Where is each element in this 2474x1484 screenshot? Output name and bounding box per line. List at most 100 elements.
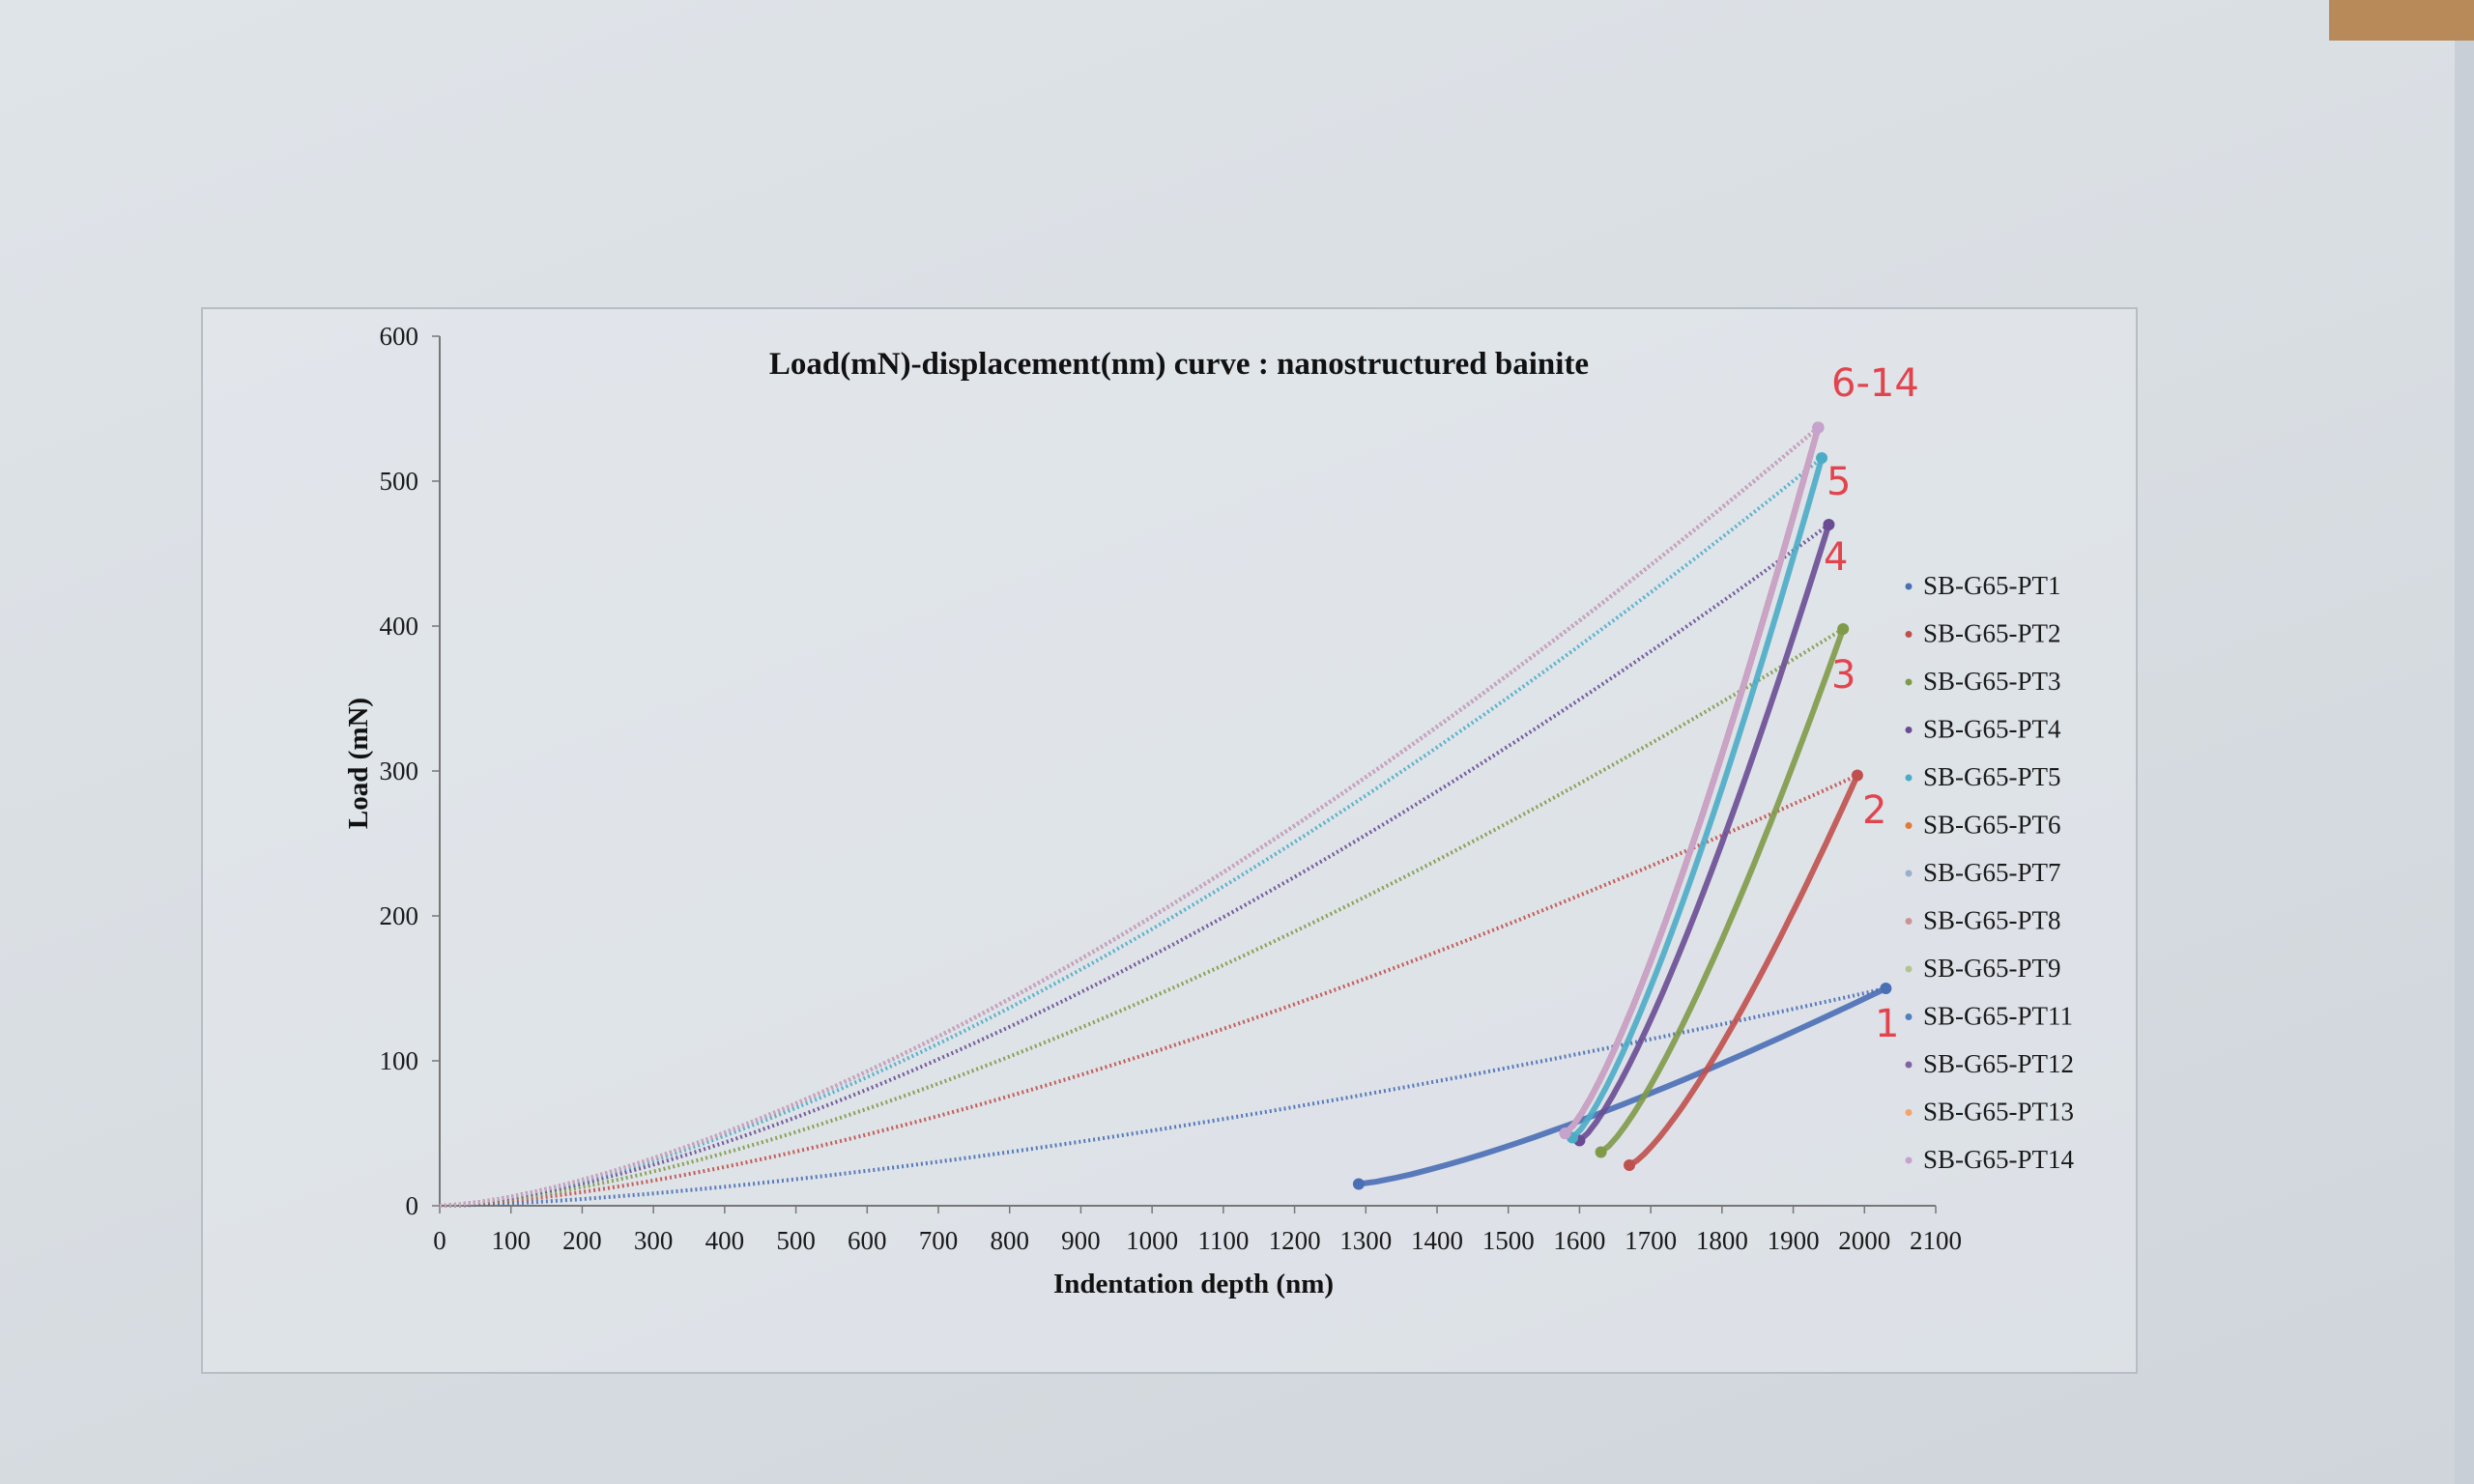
max-load-point xyxy=(1823,519,1835,530)
unloading-curve xyxy=(1563,426,1822,1136)
x-tick-label: 1200 xyxy=(1269,1226,1321,1255)
x-tick-label: 500 xyxy=(776,1226,816,1255)
x-tick-label: 1100 xyxy=(1197,1226,1249,1255)
unloading-curve xyxy=(1627,774,1860,1168)
desk-corner xyxy=(2329,0,2474,41)
x-tick-label: 1300 xyxy=(1339,1226,1392,1255)
legend-item: SB-G65-PT7 xyxy=(1905,858,2061,887)
legend-item: SB-G65-PT1 xyxy=(1905,571,2061,600)
legend-marker xyxy=(1905,870,1913,877)
x-tick-label: 100 xyxy=(491,1226,531,1255)
chart-curves xyxy=(439,421,1892,1208)
unloading-curve xyxy=(1598,627,1847,1155)
legend-label: SB-G65-PT13 xyxy=(1923,1098,2074,1127)
y-axis-title: Load (mN) xyxy=(343,698,374,829)
legend-marker xyxy=(1905,678,1913,686)
legend-item: SB-G65-PT2 xyxy=(1905,619,2061,648)
loading-curve xyxy=(439,773,1858,1208)
x-tick-label: 1900 xyxy=(1768,1226,1820,1255)
unloading-curve xyxy=(1563,426,1822,1136)
legend-label: SB-G65-PT14 xyxy=(1923,1145,2075,1174)
legend-item: SB-G65-PT5 xyxy=(1905,762,2061,791)
legend-item: SB-G65-PT11 xyxy=(1905,1002,2073,1031)
legend-label: SB-G65-PT3 xyxy=(1923,667,2061,696)
handwritten-note: 6-14 xyxy=(1831,361,1919,406)
x-axis-title: Indentation depth (nm) xyxy=(1053,1269,1334,1299)
x-tick-label: 300 xyxy=(634,1226,674,1255)
legend-label: SB-G65-PT2 xyxy=(1923,619,2061,648)
x-tick-label: 1600 xyxy=(1553,1226,1605,1255)
final-depth-point xyxy=(1624,1159,1636,1171)
loading-curve xyxy=(439,425,1820,1208)
unloading-curve xyxy=(1358,985,1887,1187)
y-tick-label: 500 xyxy=(380,467,419,496)
legend-marker xyxy=(1905,727,1913,733)
loading-curve xyxy=(439,425,1820,1208)
y-tick-label: 300 xyxy=(380,756,419,785)
unloading-curve xyxy=(1569,457,1825,1140)
legend-marker xyxy=(1905,918,1913,925)
x-tick-label: 900 xyxy=(1061,1226,1101,1255)
legend-item: SB-G65-PT9 xyxy=(1905,954,2061,983)
loading-curve xyxy=(439,986,1886,1208)
final-depth-point xyxy=(1595,1146,1607,1158)
x-tick-label: 0 xyxy=(433,1226,446,1255)
final-depth-point xyxy=(1559,1127,1571,1139)
unloading-curve xyxy=(1563,426,1822,1136)
series-SB-G65-PT14 xyxy=(439,421,1825,1208)
x-tick-label: 400 xyxy=(705,1226,745,1255)
loading-curve xyxy=(439,425,1820,1208)
loading-curve xyxy=(439,425,1820,1208)
x-tick-label: 700 xyxy=(919,1226,959,1255)
final-depth-point xyxy=(1352,1178,1365,1190)
y-tick-label: 100 xyxy=(380,1046,419,1075)
legend-item: SB-G65-PT4 xyxy=(1905,715,2061,744)
handwritten-note: 5 xyxy=(1827,460,1851,504)
chart-legend: SB-G65-PT1 SB-G65-PT2 SB-G65-PT3 SB-G65-PT4… xyxy=(1905,571,2075,1174)
max-load-point xyxy=(1851,769,1863,782)
legend-marker xyxy=(1905,631,1913,638)
chart-axes: 0 100 200 300 400 500 600 700 800 900 1000 1100 1200… xyxy=(380,322,1963,1255)
legend-label: SB-G65-PT9 xyxy=(1923,954,2061,983)
legend-item: SB-G65-PT14 xyxy=(1905,1145,2075,1174)
legend-label: SB-G65-PT12 xyxy=(1923,1049,2074,1078)
legend-item: SB-G65-PT13 xyxy=(1905,1098,2074,1127)
max-load-point xyxy=(1812,421,1825,434)
chart-title: Load(mN)-displacement(nm) curve : nanost… xyxy=(769,347,1589,382)
legend-item: SB-G65-PT3 xyxy=(1905,667,2061,696)
series-SB-G65-PT5 xyxy=(439,452,1828,1208)
legend-marker xyxy=(1905,1109,1913,1116)
series-SB-G65-PT2 xyxy=(439,769,1863,1208)
unloading-curve xyxy=(1563,426,1822,1136)
handwritten-notes: 6-14 5 4 3 2 1 xyxy=(1824,361,1919,1046)
x-tick-label: 2000 xyxy=(1838,1226,1890,1255)
x-tick-label: 800 xyxy=(990,1226,1029,1255)
legend-marker xyxy=(1905,583,1913,590)
max-load-point xyxy=(1816,452,1828,464)
series-SB-G65-PT1 xyxy=(439,983,1892,1208)
legend-label: SB-G65-PT4 xyxy=(1923,715,2061,744)
legend-marker xyxy=(1905,965,1913,973)
unloading-curve xyxy=(1563,426,1822,1136)
loading-curve xyxy=(439,425,1820,1208)
x-tick-label: 200 xyxy=(562,1226,602,1255)
y-tick-label: 200 xyxy=(380,901,419,930)
loading-curve xyxy=(439,425,1820,1208)
x-tick-label: 600 xyxy=(848,1226,887,1255)
legend-label: SB-G65-PT6 xyxy=(1923,811,2061,840)
legend-marker xyxy=(1905,774,1913,782)
loading-curve xyxy=(439,425,1820,1208)
x-tick-label: 2100 xyxy=(1910,1226,1962,1255)
unloading-curve xyxy=(1563,426,1822,1136)
max-load-point xyxy=(1880,983,1892,994)
x-tick-label: 1700 xyxy=(1625,1226,1677,1255)
x-tick-label: 1000 xyxy=(1126,1226,1178,1255)
x-tick-label: 1800 xyxy=(1696,1226,1748,1255)
y-tick-label: 600 xyxy=(380,322,419,351)
unloading-curve xyxy=(1563,426,1822,1136)
legend-marker xyxy=(1905,1156,1913,1164)
loading-curve xyxy=(439,425,1820,1208)
legend-item: SB-G65-PT6 xyxy=(1905,811,2061,840)
